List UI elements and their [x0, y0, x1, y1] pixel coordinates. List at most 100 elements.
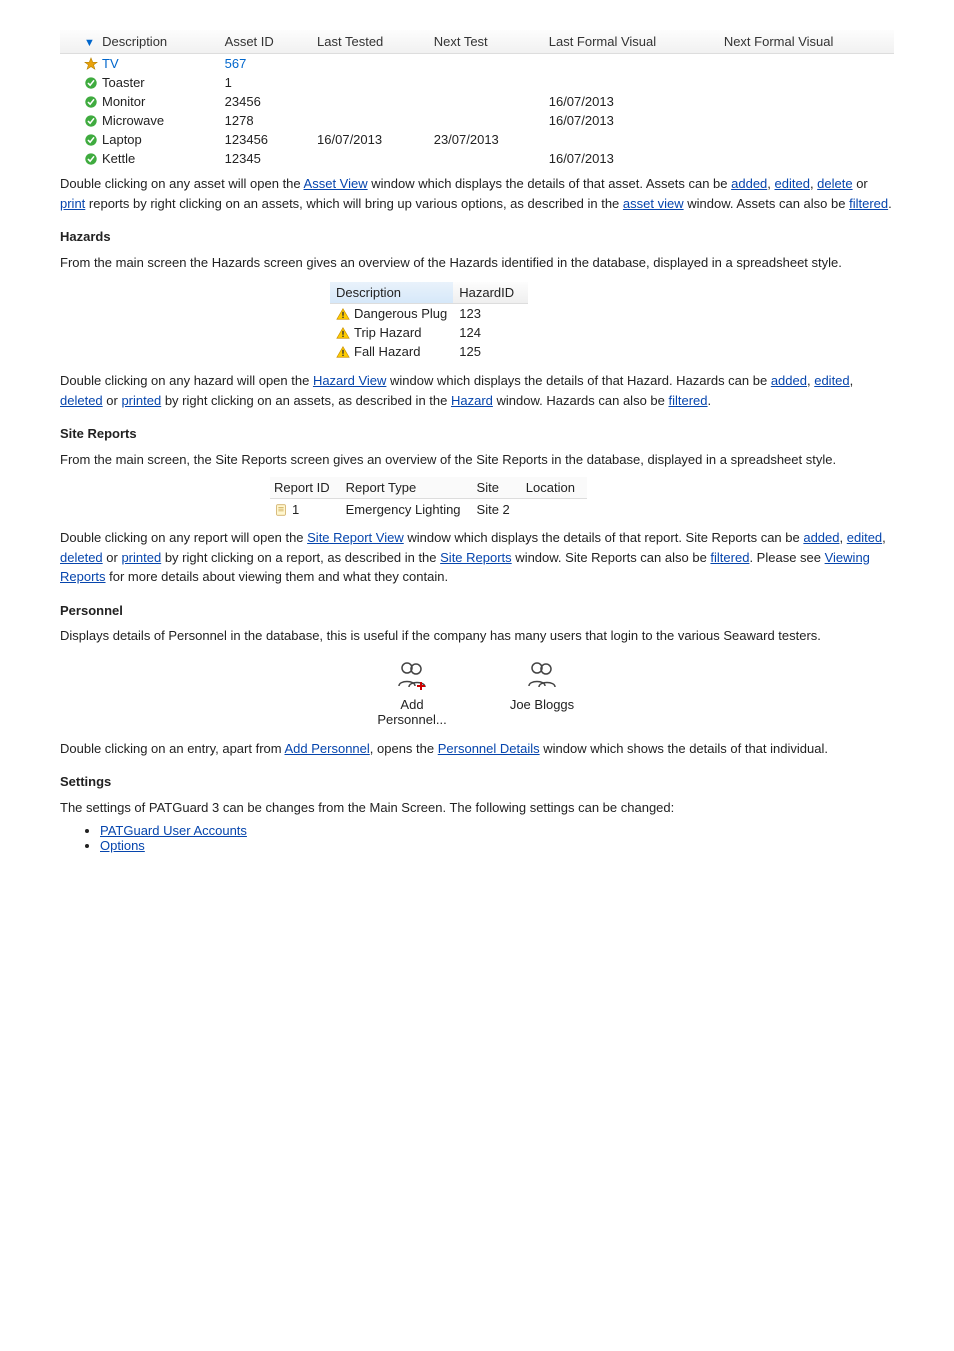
reports-printed-link[interactable]: printed	[121, 550, 161, 565]
asset-table: ▼ Description Asset ID Last Tested Next …	[60, 30, 894, 168]
col-haz-description[interactable]: Description	[330, 282, 453, 304]
report-row[interactable]: 1 Emergency LightingSite 2	[270, 499, 587, 521]
last-formal-cell	[541, 73, 716, 92]
site-report-view-link[interactable]: Site Report View	[307, 530, 404, 545]
next-formal-cell	[716, 130, 894, 149]
asset-id-cell: 567	[217, 54, 309, 74]
asset-row[interactable]: Laptop12345616/07/201323/07/2013	[60, 130, 894, 149]
assets-filtered-link[interactable]: filtered	[849, 196, 888, 211]
personnel-info-paragraph: Double clicking on an entry, apart from …	[60, 739, 894, 759]
report-type-cell: Emergency Lighting	[342, 499, 473, 521]
last-formal-cell: 16/07/2013	[541, 111, 716, 130]
next-test-cell	[426, 73, 541, 92]
hazard-view-link[interactable]: Hazard View	[313, 373, 386, 388]
asset-view-link-2[interactable]: asset view	[623, 196, 684, 211]
last-tested-cell: 16/07/2013	[309, 130, 426, 149]
add-personnel-link[interactable]: Add Personnel	[285, 741, 370, 756]
personnel-item[interactable]: Joe Bloggs	[497, 658, 587, 727]
personnel-details-link[interactable]: Personnel Details	[438, 741, 540, 756]
report-location-cell	[522, 499, 587, 521]
hazards-edited-link[interactable]: edited	[814, 373, 849, 388]
col-haz-id[interactable]: HazardID	[453, 282, 528, 304]
col-last-formal[interactable]: Last Formal Visual	[541, 30, 716, 54]
asset-view-link[interactable]: Asset View	[304, 176, 368, 191]
sort-desc-icon[interactable]: ▼	[84, 37, 95, 49]
hazard-id-cell: 124	[453, 323, 528, 342]
reports-deleted-link[interactable]: deleted	[60, 550, 103, 565]
asset-description: Monitor	[102, 94, 145, 109]
hazards-filtered-link[interactable]: filtered	[669, 393, 708, 408]
next-formal-cell	[716, 92, 894, 111]
asset-row[interactable]: Toaster1	[60, 73, 894, 92]
check-circle-icon	[84, 95, 98, 109]
hazards-deleted-link[interactable]: deleted	[60, 393, 103, 408]
report-id-cell: 1	[292, 502, 299, 517]
hazard-description: Fall Hazard	[354, 344, 420, 359]
assets-edited-link[interactable]: edited	[775, 176, 810, 191]
settings-description: The settings of PATGuard 3 can be change…	[60, 798, 894, 818]
hazard-description: Trip Hazard	[354, 325, 421, 340]
col-next-formal[interactable]: Next Formal Visual	[716, 30, 894, 54]
next-formal-cell	[716, 149, 894, 168]
asset-id-cell: 123456	[217, 130, 309, 149]
hazard-row[interactable]: Trip Hazard 124	[330, 323, 528, 342]
assets-print-link[interactable]: print	[60, 196, 85, 211]
hazards-printed-link[interactable]: printed	[121, 393, 161, 408]
col-next-test[interactable]: Next Test	[426, 30, 541, 54]
asset-id-cell: 1278	[217, 111, 309, 130]
last-tested-cell	[309, 149, 426, 168]
asset-row[interactable]: Microwave127816/07/2013	[60, 111, 894, 130]
add-personnel-label: Add Personnel...	[367, 697, 457, 727]
hazards-added-link[interactable]: added	[771, 373, 807, 388]
hazard-row[interactable]: Fall Hazard 125	[330, 342, 528, 361]
hazard-row[interactable]: Dangerous Plug123	[330, 304, 528, 324]
col-asset-id[interactable]: Asset ID	[217, 30, 309, 54]
asset-header-row[interactable]: ▼ Description Asset ID Last Tested Next …	[60, 30, 894, 54]
hazard-link-2[interactable]: Hazard	[451, 393, 493, 408]
last-tested-cell	[309, 92, 426, 111]
report-header-row[interactable]: Report ID Report Type Site Location	[270, 477, 587, 499]
next-test-cell: 23/07/2013	[426, 130, 541, 149]
next-formal-cell	[716, 54, 894, 74]
col-report-type[interactable]: Report Type	[342, 477, 473, 499]
user-accounts-link[interactable]: PATGuard User Accounts	[100, 823, 247, 838]
check-circle-icon	[84, 76, 98, 90]
next-test-cell	[426, 111, 541, 130]
assets-delete-link[interactable]: delete	[817, 176, 852, 191]
add-personnel-button[interactable]: Add Personnel...	[367, 658, 457, 727]
options-link[interactable]: Options	[100, 838, 145, 853]
report-site-cell: Site 2	[473, 499, 522, 521]
next-test-cell	[426, 149, 541, 168]
check-circle-icon	[84, 133, 98, 147]
hazard-header-row[interactable]: Description HazardID	[330, 282, 528, 304]
hazards-table: Description HazardID Dangerous Plug123Tr…	[330, 282, 528, 361]
warning-icon	[336, 307, 350, 321]
assets-added-link[interactable]: added	[731, 176, 767, 191]
star-icon	[84, 57, 98, 71]
asset-row[interactable]: Kettle1234516/07/2013	[60, 149, 894, 168]
last-formal-cell	[541, 130, 716, 149]
reports-filtered-link[interactable]: filtered	[710, 550, 749, 565]
asset-row[interactable]: Monitor 23456 16/07/2013	[60, 92, 894, 111]
col-site[interactable]: Site	[473, 477, 522, 499]
hazards-info-paragraph: Double clicking on any hazard will open …	[60, 371, 894, 410]
site-reports-link-2[interactable]: Site Reports	[440, 550, 512, 565]
asset-row[interactable]: TV 567	[60, 54, 894, 74]
asset-id-cell: 23456	[217, 92, 309, 111]
reports-added-link[interactable]: added	[803, 530, 839, 545]
people-add-icon	[394, 658, 430, 697]
asset-id-cell: 12345	[217, 149, 309, 168]
hazard-id-cell: 125	[453, 342, 528, 361]
col-last-tested[interactable]: Last Tested	[309, 30, 426, 54]
next-test-cell	[426, 92, 541, 111]
col-report-id[interactable]: Report ID	[270, 477, 342, 499]
reports-edited-link[interactable]: edited	[847, 530, 882, 545]
last-formal-cell	[541, 54, 716, 74]
last-tested-cell	[309, 73, 426, 92]
last-formal-cell: 16/07/2013	[541, 92, 716, 111]
asset-description: TV	[102, 56, 119, 71]
hazard-description: Dangerous Plug	[354, 306, 447, 321]
personnel-name-label: Joe Bloggs	[510, 697, 574, 712]
reports-table: Report ID Report Type Site Location 1 Eme…	[270, 477, 587, 520]
col-location[interactable]: Location	[522, 477, 587, 499]
